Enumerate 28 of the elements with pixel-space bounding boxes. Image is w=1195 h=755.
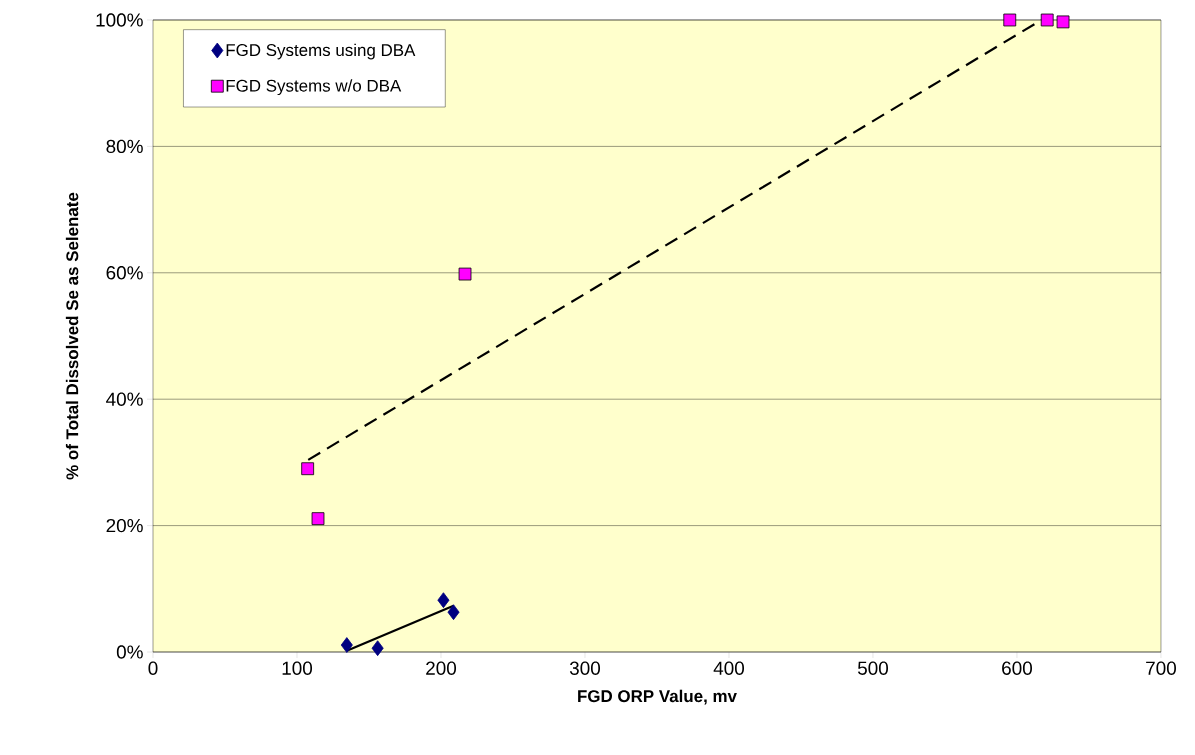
point: [437, 592, 450, 609]
x-tick-label: 500: [857, 661, 889, 675]
y-tick-label: 60%: [106, 266, 143, 280]
y-tick-label: 0%: [116, 645, 143, 659]
y-tick-label: 20%: [106, 518, 143, 533]
x-tick-label: 700: [1146, 661, 1176, 675]
legend-label: FGD Systems w/o DBA: [226, 79, 402, 96]
point: [371, 640, 384, 657]
x-tick-label: 100: [282, 661, 313, 675]
x-tick-label: 600: [1002, 661, 1032, 675]
point: [1056, 15, 1070, 29]
point: [301, 462, 315, 476]
x-tick-label: 200: [426, 661, 457, 675]
x-tick-label: 300: [569, 661, 601, 675]
y-tick-label: 100%: [96, 13, 143, 27]
y-tick-label: 40%: [106, 392, 143, 406]
x-tick-label: 400: [713, 661, 745, 675]
point: [340, 637, 353, 653]
y-axis-title: % of Total Dissolved Se as Selenate: [65, 192, 79, 480]
point: [458, 267, 472, 281]
point: [1040, 13, 1054, 27]
point: [1003, 13, 1017, 27]
point: [447, 604, 460, 621]
legend-label: FGD Systems using DBA: [226, 43, 416, 60]
x-tick-label: 0: [148, 661, 158, 675]
y-tick-label: 80%: [106, 139, 143, 154]
point: [311, 512, 325, 526]
x-axis-title: FGD ORP Value, mv: [578, 689, 737, 705]
